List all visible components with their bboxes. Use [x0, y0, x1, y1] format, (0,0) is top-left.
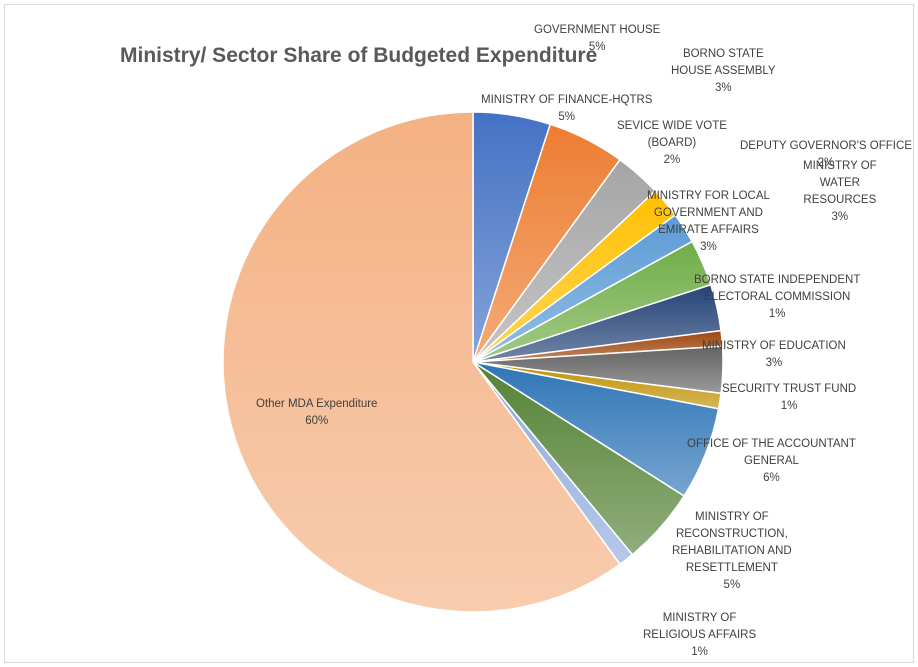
slice-percent: 1%: [780, 400, 798, 412]
slice-label: SEVICE WIDE VOTE (BOARD) 2%: [617, 118, 727, 169]
slice-label: SECURITY TRUST FUND 1%: [722, 381, 856, 415]
slice-percent: 1%: [691, 646, 708, 658]
slice-label-line: ELECTORAL COMMISSION: [704, 291, 851, 303]
slice-label-line: OFFICE OF THE ACCOUNTANT: [687, 438, 856, 450]
slice-label-line: GOVERNMENT HOUSE: [534, 24, 661, 36]
slice-percent: 3%: [831, 211, 849, 223]
slice-label-line: MINISTRY OF: [695, 511, 769, 523]
slice-label: BORNO STATE HOUSE ASSEMBLY 3%: [671, 46, 776, 97]
slice-label-line: WATER: [819, 177, 860, 189]
slice-label-line: RECONSTRUCTION,: [675, 528, 788, 540]
slice-label: DEPUTY GOVERNOR'S OFFICE 2%: [740, 138, 912, 172]
slice-label-line: GENERAL: [743, 455, 799, 467]
slice-label-line: BORNO STATE INDEPENDENT: [694, 274, 861, 286]
slice-percent: 6%: [763, 472, 780, 484]
slice-percent: 60%: [305, 415, 329, 427]
slice-label-line: BORNO STATE: [682, 48, 764, 60]
slice-label-line: MINISTRY OF FINANCE-HQTRS: [481, 94, 653, 106]
slice-label-line: EMIRATE AFFAIRS: [658, 224, 759, 236]
slice-label-line: HOUSE ASSEMBLY: [671, 65, 776, 77]
slice-label-line: SEVICE WIDE VOTE: [617, 120, 727, 132]
chart-title: Ministry/ Sector Share of Budgeted Expen…: [120, 44, 598, 67]
slice-percent: 5%: [558, 111, 576, 123]
slice-label: OFFICE OF THE ACCOUNTANT GENERAL 6%: [687, 436, 856, 487]
slice-label-line: RELIGIOUS AFFAIRS: [643, 629, 757, 641]
slice-label: MINISTRY OF WATER RESOURCES 3%: [803, 158, 877, 226]
slice-label-line: MINISTRY OF: [662, 612, 737, 624]
slice-percent: 2%: [817, 157, 835, 169]
slice-label: GOVERNMENT HOUSE 5%: [534, 22, 660, 56]
pie-slice: [222, 111, 621, 613]
slice-label: MINISTRY OF RELIGIOUS AFFAIRS 1%: [643, 610, 756, 661]
slice-label-line: MINISTRY OF: [803, 160, 877, 172]
slice-percent: 5%: [588, 41, 606, 53]
slice-label: MINISTRY OF FINANCE-HQTRS 5%: [481, 92, 652, 126]
slice-label-line: REHABILITATION AND: [672, 545, 792, 557]
slice-percent: 3%: [714, 82, 732, 94]
slice-percent: 3%: [765, 357, 783, 369]
slice-label-line: MINISTRY FOR LOCAL: [647, 190, 770, 202]
slice-percent: 1%: [768, 308, 786, 320]
slice-percent: 5%: [723, 579, 741, 591]
slice-label-line: RESETTLEMENT: [685, 562, 778, 574]
slice-label: MINISTRY FOR LOCAL GOVERNMENT AND EMIRATE …: [647, 188, 770, 256]
slice-label-line: GOVERNMENT AND: [653, 207, 763, 219]
slice-label-line: RESOURCES: [803, 194, 877, 206]
slice-label-line: SECURITY TRUST FUND: [722, 383, 857, 395]
slice-label: BORNO STATE INDEPENDENT ELECTORAL COMMISS…: [694, 272, 860, 323]
slice-label: Other MDA Expenditure 60%: [256, 396, 377, 430]
slice-percent: 3%: [700, 241, 717, 253]
slice-label-line: DEPUTY GOVERNOR'S OFFICE: [740, 140, 912, 152]
slice-label: MINISTRY OF EDUCATION 3%: [702, 338, 846, 372]
slice-label-line: Other MDA Expenditure: [256, 398, 378, 410]
slice-label-line: MINISTRY OF EDUCATION: [702, 340, 846, 352]
slice-label: MINISTRY OF RECONSTRUCTION, REHABILITATION…: [672, 509, 792, 594]
slice-percent: 2%: [663, 154, 681, 166]
slice-label-line: (BOARD): [647, 137, 697, 149]
